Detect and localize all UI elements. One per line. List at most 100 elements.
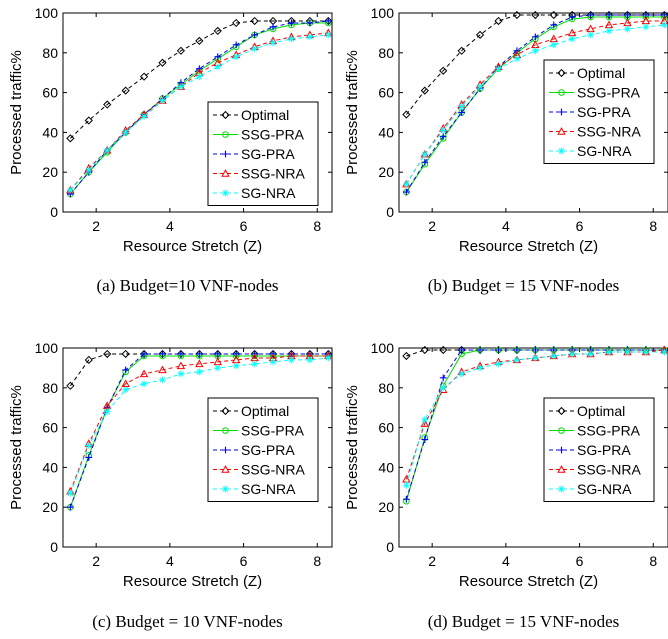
- data-point: [660, 348, 668, 356]
- legend-item-optimal: Optimal: [549, 65, 625, 81]
- data-point: [159, 376, 166, 384]
- data-point: [159, 350, 166, 358]
- data-point: [214, 63, 222, 71]
- data-point: [122, 366, 130, 374]
- x-tick-label: 6: [240, 218, 248, 234]
- legend-label: SG-NRA: [241, 481, 296, 497]
- data-point: [420, 345, 429, 355]
- data-point: [66, 134, 75, 143]
- y-tick-label: 0: [50, 204, 58, 220]
- data-point: [84, 116, 93, 125]
- legend-marker: [222, 189, 229, 197]
- data-point: [568, 350, 576, 358]
- data-point: [531, 10, 540, 20]
- legend-marker: [222, 131, 229, 138]
- data-point: [587, 350, 595, 358]
- legend-label: Optimal: [577, 65, 625, 81]
- axes-box: [62, 12, 333, 213]
- legend-marker: [558, 427, 565, 434]
- data-point: [306, 356, 314, 364]
- legend-label: SSG-PRA: [241, 423, 305, 439]
- data-point: [288, 19, 295, 27]
- data-point: [103, 408, 111, 416]
- data-point: [531, 346, 539, 354]
- data-point: [402, 110, 411, 119]
- legend-label: SSG-PRA: [241, 127, 305, 143]
- legend-marker: [558, 89, 565, 96]
- data-point: [402, 481, 410, 489]
- legend-label: SG-PRA: [577, 104, 631, 120]
- data-point: [140, 380, 148, 388]
- legend-item-sg-nra: SG-NRA: [549, 481, 632, 497]
- y-tick-label: 20: [378, 499, 394, 515]
- legend-marker: [557, 127, 566, 135]
- data-point: [85, 454, 93, 461]
- x-axis-label: Resource Stretch (Z): [459, 573, 598, 590]
- data-point: [439, 374, 447, 382]
- y-tick-label: 80: [42, 45, 58, 61]
- data-point: [531, 47, 539, 55]
- legend-item-ssg-nra: SSG-NRA: [549, 462, 641, 478]
- data-point: [195, 36, 204, 45]
- data-point: [402, 495, 410, 503]
- data-point: [587, 31, 595, 39]
- y-tick-label: 100: [371, 340, 395, 356]
- data-point: [624, 25, 631, 33]
- y-tick-label: 80: [378, 45, 394, 61]
- x-tick-label: 2: [92, 218, 100, 234]
- data-point: [103, 100, 112, 109]
- series-line-optimal: [70, 20, 329, 139]
- data-point: [251, 360, 259, 368]
- data-point: [549, 10, 558, 20]
- data-point: [402, 188, 410, 196]
- data-point: [195, 73, 203, 81]
- data-point: [232, 362, 240, 370]
- y-tick-label: 20: [42, 499, 58, 515]
- data-point: [139, 369, 149, 378]
- chart-panel-d: 0 20 40 60 80 100 2 4 6 8 Resource Stretch (Z) Proc…: [344, 340, 668, 631]
- panel-caption: (b) Budget = 15 VNF-nodes: [428, 276, 620, 295]
- legend: Optimal SSG-PRA SG-PRA SSG-NRA SG-NRA: [543, 59, 655, 164]
- panel-caption: (a) Budget=10 VNF-nodes: [96, 276, 278, 295]
- data-point: [103, 349, 112, 359]
- data-point: [213, 26, 222, 36]
- data-point: [103, 146, 111, 154]
- data-point: [439, 132, 447, 140]
- legend-label: SG-PRA: [241, 146, 295, 162]
- legend-item-sg-pra: SG-PRA: [213, 146, 295, 162]
- data-point: [605, 348, 613, 356]
- y-tick-label: 100: [35, 5, 59, 21]
- legend-marker: [222, 485, 229, 493]
- y-tick-label: 0: [386, 539, 394, 555]
- data-point: [458, 346, 466, 354]
- data-point: [176, 46, 186, 55]
- data-point: [402, 351, 411, 361]
- x-tick-label: 2: [428, 218, 436, 234]
- data-point: [605, 11, 613, 19]
- legend-marker: [557, 68, 566, 78]
- y-tick-label: 80: [42, 380, 58, 396]
- data-point: [421, 150, 429, 158]
- data-point: [624, 11, 631, 19]
- data-point: [177, 370, 185, 378]
- x-tick-label: 8: [649, 218, 657, 234]
- axes-box: [62, 347, 333, 548]
- legend-marker: [221, 465, 230, 473]
- data-point: [458, 370, 466, 378]
- chart-panel-b: 0 20 40 60 80 100 2 4 6 8 Resource Stretch (Z) Proc…: [344, 5, 668, 295]
- legend-item-ssg-nra: SSG-NRA: [213, 166, 305, 182]
- data-point: [288, 356, 295, 364]
- y-tick-label: 60: [42, 420, 58, 436]
- x-axis-label: Resource Stretch (Z): [123, 573, 262, 590]
- data-point: [550, 41, 558, 49]
- data-point: [214, 350, 222, 358]
- data-point: [458, 103, 466, 110]
- legend-label: Optimal: [241, 107, 289, 123]
- data-point: [439, 127, 447, 134]
- legend-marker: [221, 406, 230, 416]
- legend-marker: [558, 485, 565, 493]
- y-axis-label: Processed traffic%: [344, 50, 361, 175]
- x-tick-label: 2: [428, 553, 436, 569]
- x-tick-label: 6: [576, 218, 584, 234]
- panel-caption: (c) Budget = 10 VNF-nodes: [92, 612, 283, 631]
